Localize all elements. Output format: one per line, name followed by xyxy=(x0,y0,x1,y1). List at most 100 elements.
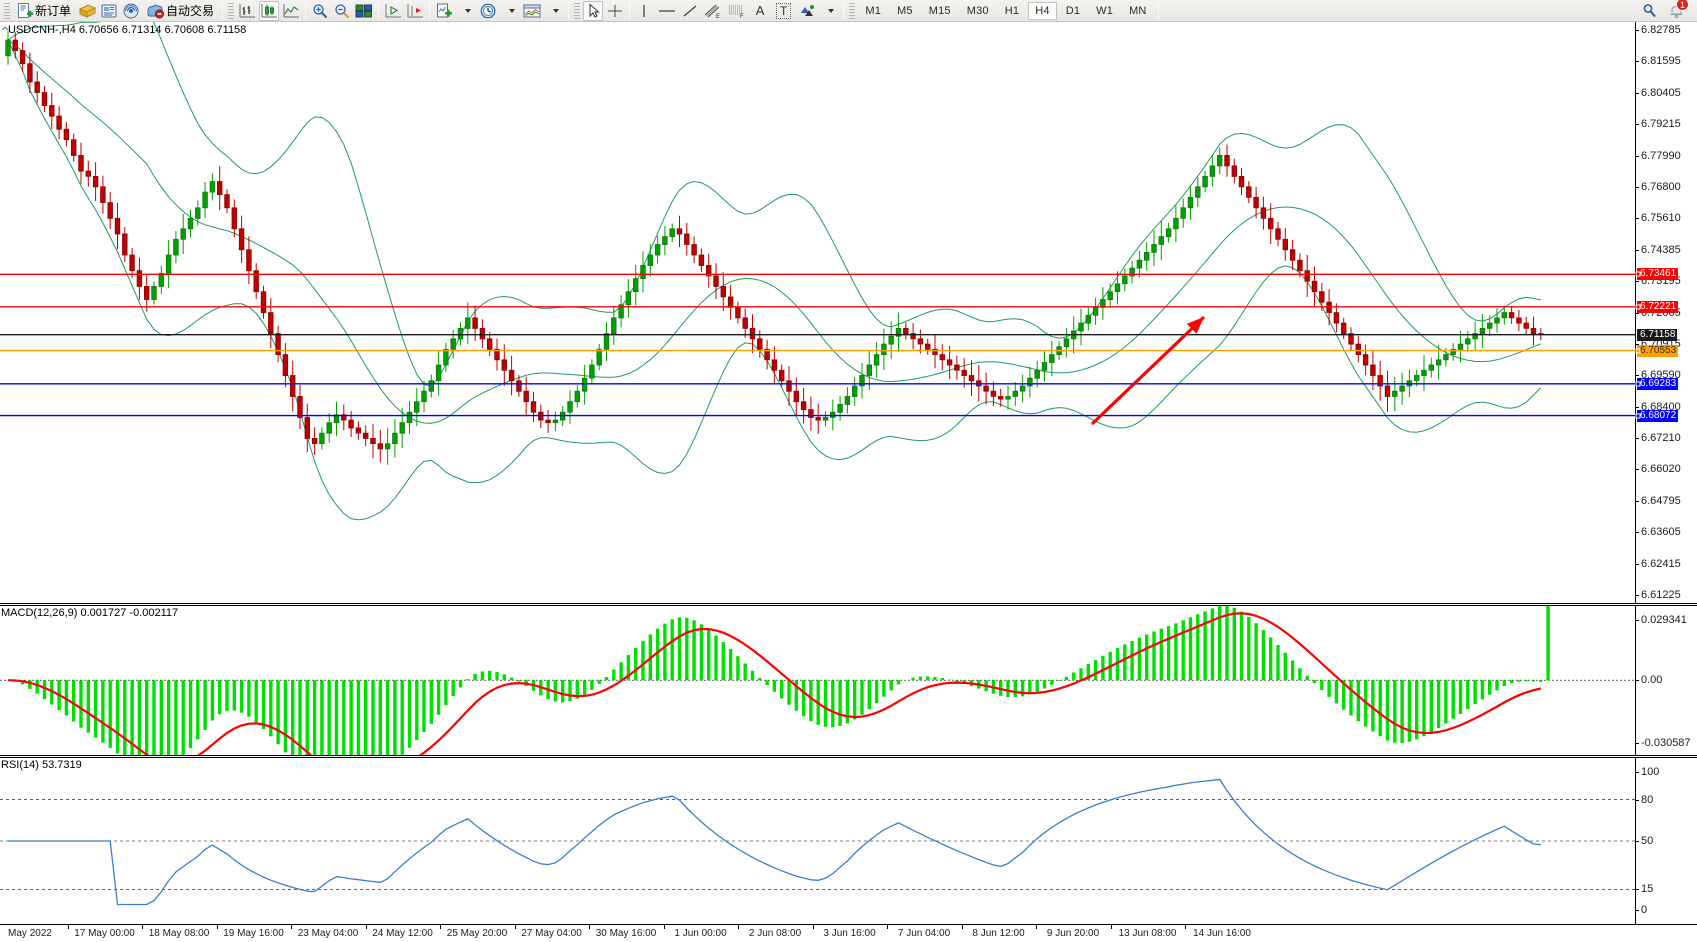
zoom-in-button[interactable] xyxy=(310,1,330,21)
macd-panel[interactable]: 0.029341 0.00 -0.030587 MACD(12,26,9) 0.00… xyxy=(0,606,1697,755)
toolbar-grip-2[interactable] xyxy=(228,1,235,20)
rsi-plot-area[interactable] xyxy=(0,758,1635,924)
toolbar-separator-8 xyxy=(1157,2,1159,19)
chart-shift-button[interactable] xyxy=(405,1,425,21)
resistance-2-tag[interactable]: 6.72221 xyxy=(1637,300,1679,313)
price-axis-tick xyxy=(1636,532,1639,534)
macd-axis-tick xyxy=(1636,620,1639,621)
price-plot-area[interactable] xyxy=(0,22,1635,603)
timeframe-m30-button[interactable]: M30 xyxy=(960,2,996,20)
price-tag-handle[interactable] xyxy=(1635,271,1641,277)
chart-container[interactable]: 6.82785 6.81595 6.80405 6.79215 6.77990 6.768… xyxy=(0,22,1697,942)
timeframe-mn-button[interactable]: MN xyxy=(1122,2,1154,20)
timeframe-m1-button[interactable]: M1 xyxy=(858,2,888,20)
macd-axis-tick xyxy=(1636,680,1639,682)
bar-chart-button[interactable] xyxy=(237,1,257,21)
vertical-line-tool-button[interactable] xyxy=(634,1,654,21)
add-indicator-button[interactable] xyxy=(434,1,454,21)
price-tag-handle[interactable] xyxy=(1635,381,1641,387)
wallet-icon xyxy=(78,3,96,18)
support-1-tag[interactable]: 6.69283 xyxy=(1637,377,1679,390)
chevron-down-icon xyxy=(552,8,559,13)
price-macd-separator[interactable] xyxy=(0,603,1697,606)
horizontal-level-lines[interactable] xyxy=(0,273,1635,417)
timeframe-label: H1 xyxy=(1004,4,1020,17)
alerts-button[interactable]: 1 xyxy=(1667,0,1689,21)
price-axis-tick xyxy=(1636,406,1639,408)
macd-rsi-separator[interactable] xyxy=(0,755,1697,758)
arrows-dropdown[interactable] xyxy=(819,1,839,21)
equidistant-channel-button[interactable]: E xyxy=(702,1,724,21)
price-tag-handle[interactable] xyxy=(1635,304,1641,310)
price-axis-tick xyxy=(1636,92,1639,94)
new-order-button[interactable]: 新订单 xyxy=(13,1,75,21)
search-button[interactable] xyxy=(1640,1,1660,21)
price-axis-label: 6.61225 xyxy=(1641,589,1681,601)
main-toolbar: 新订单 xyxy=(0,0,1697,22)
macd-plot-area[interactable] xyxy=(0,606,1635,755)
auto-scroll-button[interactable] xyxy=(383,1,403,21)
time-axis-tick xyxy=(67,925,69,929)
fibonacci-tool-button[interactable]: F xyxy=(726,1,748,21)
toolbar-separator-5 xyxy=(568,2,570,19)
price-axis-tick xyxy=(1636,312,1639,314)
uptrend-arrow[interactable] xyxy=(1090,315,1206,426)
rsi-axis-tick xyxy=(1636,841,1639,842)
support-2-tag[interactable]: 6.68072 xyxy=(1637,409,1679,422)
zoom-out-button[interactable] xyxy=(332,1,352,21)
template-button[interactable] xyxy=(522,1,542,21)
auto-trading-button[interactable]: 自动交易 xyxy=(143,1,218,21)
rsi-axis-label: 100 xyxy=(1641,766,1660,778)
time-axis[interactable]: May 2022 17 May 00:00 18 May 08:00 19 May 1… xyxy=(0,924,1697,942)
wallet-button[interactable] xyxy=(77,1,97,21)
text-label-tool-button[interactable]: T xyxy=(772,1,795,21)
crosshair-tool-button[interactable] xyxy=(605,1,625,21)
toolbar-grip-4[interactable] xyxy=(849,1,856,20)
timeframe-w1-button[interactable]: W1 xyxy=(1089,2,1120,20)
period-dropdown[interactable] xyxy=(500,1,520,21)
price-tag-handle[interactable] xyxy=(1635,413,1641,419)
trendline-tool-button[interactable] xyxy=(680,1,700,21)
toolbar-grip-1[interactable] xyxy=(4,1,10,20)
arrows-tool-button[interactable] xyxy=(797,1,817,21)
market-watch-button[interactable] xyxy=(354,1,374,21)
toolbar-grip-3[interactable] xyxy=(574,1,581,20)
time-axis-label: 14 Jun 16:00 xyxy=(1193,928,1251,939)
template-dropdown[interactable] xyxy=(544,1,564,21)
timeframe-d1-button[interactable]: D1 xyxy=(1059,2,1087,20)
timeframe-label: M15 xyxy=(928,4,951,17)
timeframe-h1-button[interactable]: H1 xyxy=(998,2,1026,20)
rsi-axis-label: 80 xyxy=(1641,793,1654,806)
resistance-1-tag[interactable]: 6.73461 xyxy=(1637,268,1679,281)
timeframe-h4-button[interactable]: H4 xyxy=(1028,1,1057,20)
price-axis[interactable]: 6.82785 6.81595 6.80405 6.79215 6.77990 6.768… xyxy=(1635,22,1697,603)
horizontal-line-tool-button[interactable] xyxy=(656,1,678,21)
period-button[interactable] xyxy=(478,1,498,21)
price-axis-tick xyxy=(1636,469,1639,471)
price-panel[interactable]: 6.82785 6.81595 6.80405 6.79215 6.77990 6.768… xyxy=(0,22,1697,603)
line-chart-button[interactable] xyxy=(281,1,301,21)
rsi-axis[interactable]: 100 80 50 15 0 xyxy=(1635,758,1697,924)
price-axis-label: 6.75610 xyxy=(1641,212,1681,225)
fibonacci-icon: F xyxy=(729,5,744,19)
chevron-down-icon xyxy=(464,8,471,13)
macd-axis[interactable]: 0.029341 0.00 -0.030587 xyxy=(1635,606,1697,755)
pivot-tag[interactable]: 6.70553 xyxy=(1637,344,1679,357)
indicator-dropdown[interactable] xyxy=(456,1,476,21)
current-price-tag[interactable]: 6.71158 xyxy=(1637,328,1678,341)
timeframe-m5-button[interactable]: M5 xyxy=(890,2,920,20)
timeframe-label: M1 xyxy=(865,4,882,17)
time-axis-label: 30 May 16:00 xyxy=(595,928,657,939)
price-tag-handle[interactable] xyxy=(1635,348,1641,354)
timeframe-m15-button[interactable]: M15 xyxy=(922,2,958,20)
toolbar-separator-4 xyxy=(429,2,431,19)
price-axis-tick xyxy=(1636,155,1639,157)
candlestick-chart-button[interactable] xyxy=(259,0,280,21)
text-tool-button[interactable]: A xyxy=(750,1,770,21)
macd-axis-label: 0.029341 xyxy=(1641,614,1687,626)
rsi-panel[interactable]: 100 80 50 15 0 RSI(14) 53.7319 xyxy=(0,758,1697,924)
signal-button[interactable] xyxy=(121,1,141,21)
news-button[interactable] xyxy=(99,1,119,21)
cursor-tool-button[interactable] xyxy=(583,0,604,21)
price-axis-label: 6.82785 xyxy=(1641,24,1681,36)
